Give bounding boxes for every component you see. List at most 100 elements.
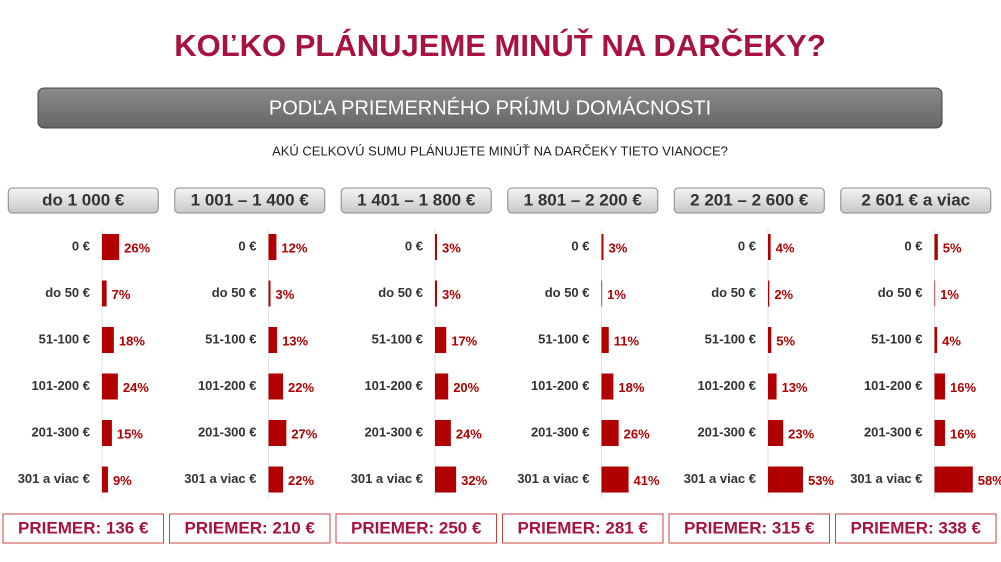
question: AKÚ CELKOVÚ SUMU PLÁNUJETE MINÚŤ NA DARČ… — [272, 143, 728, 158]
bar — [435, 420, 451, 446]
subtitle: PODĽA PRIEMERNÉHO PRÍJMU DOMÁCNOSTI — [269, 96, 711, 119]
value-label: 1% — [940, 287, 959, 302]
value-label: 53% — [808, 473, 834, 488]
category-label: 51-100 € — [705, 331, 756, 346]
bar — [601, 327, 609, 353]
bar — [768, 373, 777, 400]
category-label: 51-100 € — [538, 331, 589, 346]
value-label: 18% — [618, 380, 644, 395]
bar — [601, 373, 614, 400]
bar — [934, 280, 936, 307]
value-label: 4% — [776, 240, 795, 255]
category-label: do 50 € — [545, 285, 590, 300]
category-label: 101-200 € — [697, 378, 756, 393]
category-label: 301 a viac € — [18, 471, 90, 486]
value-label: 3% — [275, 287, 294, 302]
category-label: 101-200 € — [31, 378, 90, 393]
bar — [268, 234, 277, 260]
group-button — [7, 187, 159, 214]
bar — [102, 234, 120, 260]
footer-text: PRIEMER: 136 € — [18, 518, 149, 537]
slide-title: KOĽKO PLÁNUJEME MINÚŤ NA DARČEKY? — [174, 27, 826, 63]
category-label: 201-300 € — [198, 424, 257, 439]
bar — [768, 327, 772, 353]
bar — [435, 280, 437, 307]
value-label: 13% — [282, 333, 308, 348]
category-label: 301 a viac € — [684, 471, 756, 486]
category-label: do 50 € — [45, 285, 90, 300]
value-label: 5% — [776, 333, 795, 348]
bar — [102, 327, 114, 353]
value-label: 22% — [288, 380, 314, 395]
footer-box — [502, 513, 664, 544]
bar — [934, 420, 946, 446]
category-label: 51-100 € — [372, 331, 423, 346]
bar — [435, 466, 457, 493]
category-label: 51-100 € — [205, 331, 256, 346]
value-label: 22% — [288, 473, 314, 488]
footer-text: PRIEMER: 250 € — [351, 518, 482, 537]
value-label: 17% — [451, 333, 477, 348]
group-button — [673, 187, 825, 214]
group-button — [507, 187, 659, 214]
category-label: 201-300 € — [31, 424, 90, 439]
category-label: 201-300 € — [697, 424, 756, 439]
subtitle-bar — [37, 87, 943, 129]
group-title: 2 601 € a viac — [861, 190, 970, 209]
value-label: 9% — [113, 473, 132, 488]
value-label: 32% — [461, 473, 487, 488]
footer-text: PRIEMER: 210 € — [185, 518, 316, 537]
bar — [102, 466, 108, 493]
value-label: 13% — [782, 380, 808, 395]
bar — [601, 420, 619, 446]
footer-text: PRIEMER: 281 € — [518, 518, 649, 537]
value-label: 12% — [281, 240, 307, 255]
category-label: 0 € — [405, 238, 423, 253]
group-title: 1 401 – 1 800 € — [357, 190, 476, 209]
footer-box — [2, 513, 164, 544]
category-label: do 50 € — [212, 285, 257, 300]
bar — [435, 327, 447, 353]
footer-box — [335, 513, 497, 544]
category-label: 201-300 € — [864, 424, 923, 439]
value-label: 16% — [950, 380, 976, 395]
bar — [435, 373, 449, 400]
footer-box — [169, 513, 331, 544]
bar — [934, 327, 938, 353]
value-label: 58% — [978, 473, 1001, 488]
value-label: 2% — [774, 287, 793, 302]
value-label: 20% — [453, 380, 479, 395]
group-button — [840, 187, 992, 214]
bar — [102, 420, 112, 446]
value-label: 23% — [788, 426, 814, 441]
group-button — [340, 187, 492, 214]
bar — [268, 466, 284, 493]
value-label: 3% — [442, 287, 461, 302]
bar — [435, 234, 437, 260]
category-label: 101-200 € — [364, 378, 423, 393]
category-label: 201-300 € — [531, 424, 590, 439]
value-label: 26% — [624, 426, 650, 441]
value-label: 41% — [634, 473, 660, 488]
value-label: 3% — [442, 240, 461, 255]
category-label: 301 a viac € — [850, 471, 922, 486]
category-label: 0 € — [904, 238, 922, 253]
footer-text: PRIEMER: 315 € — [684, 518, 815, 537]
value-label: 27% — [291, 426, 317, 441]
bar — [601, 466, 629, 493]
category-label: 301 a viac € — [351, 471, 423, 486]
group-title: 1 801 – 2 200 € — [524, 190, 643, 209]
bar — [768, 420, 784, 446]
value-label: 15% — [117, 426, 143, 441]
bar — [768, 466, 803, 493]
category-label: 0 € — [72, 238, 90, 253]
bar — [268, 280, 271, 307]
bar — [102, 373, 118, 400]
bar — [934, 234, 938, 260]
category-label: do 50 € — [378, 285, 423, 300]
category-label: 301 a viac € — [517, 471, 589, 486]
category-label: 301 a viac € — [184, 471, 256, 486]
footer-box — [835, 513, 997, 544]
category-label: 101-200 € — [864, 378, 923, 393]
